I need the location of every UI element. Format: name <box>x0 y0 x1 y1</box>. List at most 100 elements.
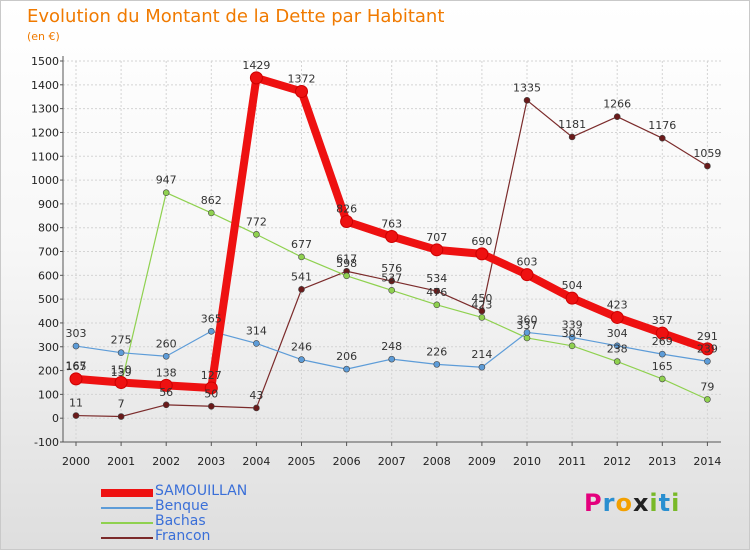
data-label-bachas: 139 <box>111 366 132 379</box>
data-label-bachas: 677 <box>291 238 312 251</box>
y-tick-label: 600 <box>38 269 59 282</box>
data-point-francon <box>658 134 666 142</box>
logo-letter: i <box>649 489 659 517</box>
data-point-francon <box>704 162 711 170</box>
x-tick-label: 2009 <box>468 455 496 468</box>
data-point-francon <box>388 277 396 285</box>
x-tick-label: 2013 <box>648 455 676 468</box>
y-tick-label: 1300 <box>31 103 59 116</box>
data-label-bachas: 79 <box>700 380 714 393</box>
data-label-benque: 304 <box>607 327 628 340</box>
grid-lines <box>63 60 721 443</box>
data-label-francon: 617 <box>336 252 357 265</box>
y-tick-label: 1000 <box>31 174 59 187</box>
data-label-samouillan: 826 <box>336 202 357 215</box>
data-label-benque: 365 <box>201 312 222 325</box>
x-tick-label: 2003 <box>197 455 225 468</box>
data-point-bachas <box>478 314 486 321</box>
series-samouillan <box>69 71 714 395</box>
series-benque <box>72 327 711 373</box>
data-label-francon: 541 <box>291 270 312 283</box>
data-label-benque: 214 <box>471 348 492 361</box>
data-label-francon: 7 <box>118 398 125 411</box>
data-point-samouillan <box>295 84 308 98</box>
y-tick-label: 1400 <box>31 79 59 92</box>
data-label-francon: 576 <box>381 262 402 275</box>
logo-letter: r <box>602 489 616 517</box>
logo-letter: P <box>584 489 603 517</box>
data-label-bachas: 537 <box>381 271 402 284</box>
data-point-francon <box>208 402 215 410</box>
data-point-bachas <box>704 396 711 403</box>
x-tick-label: 2012 <box>603 455 631 468</box>
data-point-francon <box>72 412 80 419</box>
data-point-samouillan <box>114 375 128 389</box>
data-point-samouillan <box>520 268 534 282</box>
legend-label: Bachas <box>155 513 206 529</box>
y-tick-label: 400 <box>38 317 59 330</box>
data-point-francon <box>523 96 531 104</box>
data-label-benque: 246 <box>291 341 312 354</box>
logo-letter: t <box>658 489 672 517</box>
data-point-benque <box>568 334 576 341</box>
y-tick-label: 700 <box>38 246 59 259</box>
data-label-bachas: 165 <box>652 360 673 373</box>
data-label-benque: 248 <box>381 340 402 353</box>
data-point-bachas <box>162 189 170 196</box>
data-label-bachas: 304 <box>562 327 583 340</box>
series-layer <box>69 71 714 420</box>
data-point-francon <box>253 404 260 412</box>
chart-subtitle: (en €) <box>27 30 60 43</box>
data-label-benque: 269 <box>652 335 673 348</box>
data-point-samouillan <box>475 247 489 261</box>
data-point-benque <box>613 342 621 350</box>
x-tick-label: 2002 <box>152 455 180 468</box>
data-point-francon <box>478 307 486 315</box>
data-label-samouillan: 423 <box>607 298 628 311</box>
legend-label: Benque <box>155 498 209 514</box>
data-point-samouillan <box>204 381 218 395</box>
data-label-benque: 339 <box>562 318 583 331</box>
y-tick-label: 1100 <box>31 150 59 163</box>
data-label-francon: 1181 <box>558 118 586 131</box>
data-label-francon: 56 <box>159 386 173 399</box>
y-tick-label: 1500 <box>31 55 59 68</box>
data-label-samouillan: 1429 <box>242 59 270 72</box>
x-tick-label: 2001 <box>107 455 135 468</box>
legend-swatch <box>101 489 153 497</box>
data-label-samouillan: 707 <box>426 231 447 244</box>
data-label-francon: 1335 <box>513 81 541 94</box>
data-label-samouillan: 127 <box>201 369 222 382</box>
legend-label: Francon <box>155 528 211 544</box>
data-label-bachas: 167 <box>66 359 87 372</box>
data-label-francon: 1176 <box>648 119 676 132</box>
data-label-benque: 239 <box>697 342 718 355</box>
y-tick-label: 800 <box>38 222 59 235</box>
data-label-bachas: 476 <box>426 286 447 299</box>
data-label-samouillan: 763 <box>381 217 402 230</box>
y-tick-label: 200 <box>38 365 59 378</box>
y-tick-label: -100 <box>34 436 59 449</box>
x-tick-label: 2000 <box>62 455 90 468</box>
data-point-francon <box>433 287 441 295</box>
data-point-bachas <box>208 209 215 217</box>
y-tick-label: 1200 <box>31 126 59 139</box>
data-label-benque: 314 <box>246 324 267 337</box>
data-point-benque <box>478 363 486 371</box>
data-point-benque <box>704 357 711 365</box>
data-point-bachas <box>433 301 441 309</box>
data-point-francon <box>568 133 576 141</box>
legend-label: SAMOUILLAN <box>155 483 248 499</box>
data-point-benque <box>388 355 396 363</box>
data-point-francon <box>298 286 305 293</box>
data-label-benque: 226 <box>426 345 447 358</box>
data-point-samouillan <box>385 229 399 243</box>
data-point-samouillan <box>565 291 579 305</box>
data-label-bachas: 598 <box>336 257 357 270</box>
data-point-benque <box>433 361 441 368</box>
y-tick-label: 500 <box>38 293 59 306</box>
legend-swatch <box>101 537 153 539</box>
data-point-samouillan <box>340 214 354 228</box>
